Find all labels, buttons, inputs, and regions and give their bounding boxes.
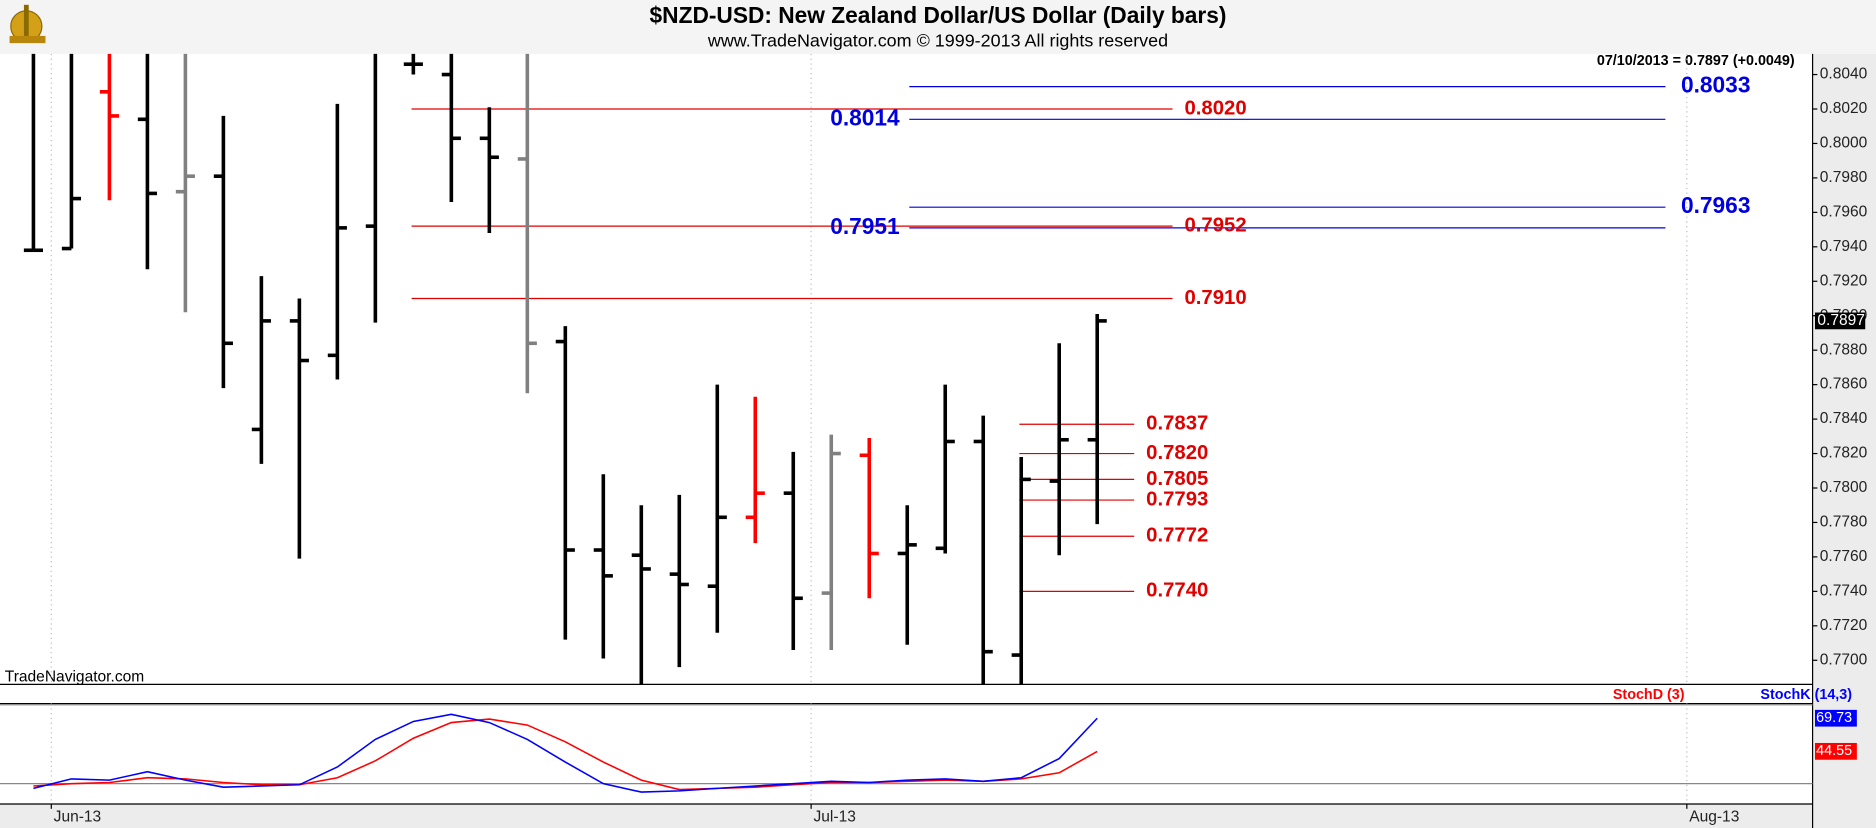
price-info: 07/10/2013 = 0.7897 (+0.0049) [1597,53,1795,69]
value-box [1814,709,1857,727]
y-tick-label: 0.7740 [1820,582,1868,599]
y-tick-label: 0.7840 [1820,410,1868,427]
y-tick-label: 0.8000 [1820,135,1868,152]
logo [9,4,46,44]
axis-bg [1812,53,1876,828]
x-tick-label: Jul-13 [814,808,856,825]
y-tick-label: 0.7960 [1820,203,1868,220]
y-tick-label: 0.7860 [1820,376,1868,393]
y-tick-label: 0.7700 [1820,651,1868,668]
level-label: 0.8020 [1184,97,1246,119]
level-label: 0.7820 [1146,442,1208,464]
level-label: 0.7772 [1146,525,1208,547]
legend-bg [0,684,1813,704]
level-label: 0.7740 [1146,580,1208,602]
y-tick-label: 0.7980 [1820,169,1868,186]
stoch-line [33,713,1098,793]
level-label: 0.7910 [1184,287,1246,309]
y-tick-label: 0.7880 [1820,341,1868,358]
level-label: 0.7793 [1146,488,1208,510]
header-bg [0,0,1876,54]
chart-subtitle: www.TradeNavigator.com © 1999-2013 All r… [707,31,1168,51]
value-label: 44.55 [1816,743,1852,759]
legend-entry: StochK (14,3) [1760,687,1852,703]
level-label: 0.7952 [1184,215,1246,237]
level-label: 0.7951 [830,213,900,239]
value-box [1814,742,1857,760]
chart-title: $NZD-USD: New Zealand Dollar/US Dollar (… [650,2,1227,28]
value-label: 69.73 [1816,710,1852,726]
level-label: 0.7805 [1146,468,1208,490]
y-tick-label: 0.7820 [1820,445,1868,462]
stoch-line [33,718,1098,791]
y-tick-label: 0.7780 [1820,514,1868,531]
y-tick-label: 0.8040 [1820,66,1868,83]
level-label: 0.7837 [1146,413,1208,435]
overlay: 0.7700 0.7720 0.7740 0.7760 0.7780 0.7800 0.78… [50,66,1868,825]
y-tick-label: 0.7920 [1820,272,1868,289]
axis-bg [0,804,1813,828]
x-tick-label: Aug-13 [1689,808,1739,825]
y-tick-label: 0.8020 [1820,100,1868,117]
stoch-panel [0,703,1813,805]
legend-entry: StochD (3) [1613,687,1685,703]
y-tick-label: 0.7720 [1820,617,1868,634]
level-label: 0.8014 [830,104,900,130]
price-panel [23,53,1688,685]
last-price-box [1814,312,1866,330]
y-tick-label: 0.7800 [1820,479,1868,496]
level-label: 0.8033 [1681,72,1751,98]
y-tick-label: 0.7760 [1820,548,1868,565]
last-price-label: 0.7897 [1817,312,1865,329]
level-label: 0.7963 [1681,192,1751,218]
x-tick-label: Jun-13 [54,808,102,825]
y-tick-label: 0.7940 [1820,238,1868,255]
watermark: TradeNavigator.com [5,668,144,685]
